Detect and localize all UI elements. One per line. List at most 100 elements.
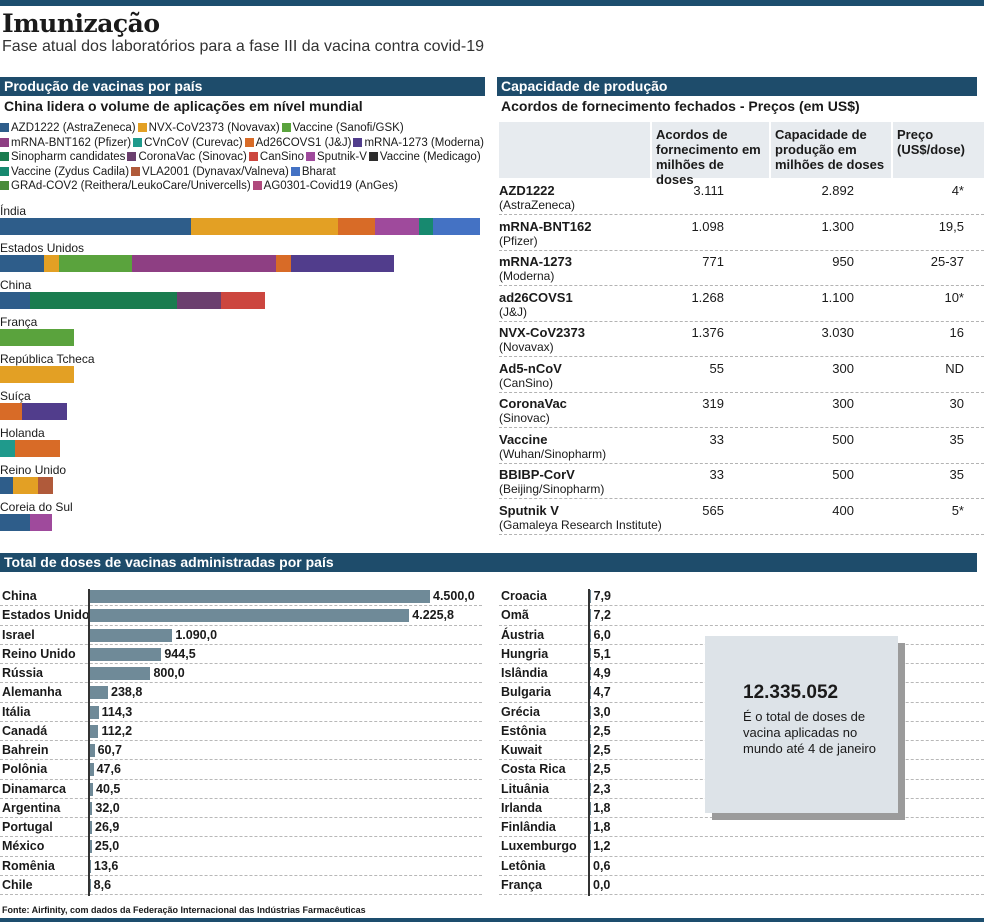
top-rule	[0, 0, 984, 6]
legend-swatch	[0, 166, 9, 176]
dose-bar	[90, 878, 91, 892]
legend-swatch	[0, 181, 9, 190]
dose-value: 47,6	[96, 762, 121, 777]
dose-value: 6,0	[593, 627, 611, 642]
legend-swatch	[252, 181, 262, 190]
legend-label: GRAd-COV2 (Reithera/LeukoCare/Univercell…	[11, 180, 251, 192]
agreements-value: 565	[702, 502, 724, 518]
legend-item: Vaccine (Zydus Cadila)	[0, 166, 129, 178]
dose-country: Dinamarca	[2, 781, 66, 796]
dose-value: 1.090,0	[175, 627, 218, 642]
capacity-value: 300	[832, 396, 854, 411]
capacity-value: 2.892	[821, 183, 854, 198]
country-label: França	[0, 315, 38, 329]
dose-row: Portugal 26,9	[0, 818, 482, 838]
vaccine-name: BBIBP-CorV	[499, 467, 575, 482]
dose-row: Bahrein 60,7	[0, 741, 482, 761]
legend-item: Vaccine (Medicago)	[368, 151, 481, 163]
legend-label: CanSino	[259, 151, 305, 163]
dose-row: Argentina 32,0	[0, 799, 482, 818]
dose-country: Polônia	[2, 762, 48, 777]
agreements-value: 1.098	[691, 218, 724, 234]
legend-label: NVX-CoV2373 (Novavax)	[148, 122, 280, 134]
dose-row: França 0,0	[499, 876, 984, 895]
country-label: Estados Unidos	[0, 241, 85, 255]
dose-row: Finlândia 1,8	[499, 818, 984, 838]
capacity-value: 400	[832, 502, 854, 518]
dose-bar	[90, 628, 173, 642]
right-axis-line	[588, 589, 590, 896]
legend-item: VLA2001 (Dynavax/Valneva)	[131, 166, 289, 178]
bar-segment	[30, 292, 177, 309]
bar-segment	[0, 292, 30, 309]
dose-country: Estônia	[501, 723, 547, 738]
capacity-value: 1.300	[821, 218, 854, 234]
capacity-subtitle: Acordos de fornecimento fechados - Preço…	[501, 98, 860, 114]
page-subtitle: Fase atual dos laboratórios para a fase …	[2, 38, 485, 55]
bar-segment	[0, 255, 44, 272]
dose-value: 5,1	[593, 646, 611, 661]
capacity-value: 3.030	[821, 325, 854, 340]
dose-bar	[590, 609, 591, 623]
price-value: 35	[949, 431, 964, 447]
dose-value: 2,5	[593, 762, 611, 777]
bar-segment	[132, 255, 276, 272]
legend-swatch	[353, 137, 363, 147]
bar-segment	[177, 292, 221, 309]
dose-row: Omã 7,2	[499, 606, 984, 626]
dose-row: Dinamarca 40,5	[0, 780, 482, 799]
dose-country: Estados Unidos	[2, 608, 97, 623]
dose-bar	[90, 840, 92, 854]
capacity-value: 1.100	[821, 289, 854, 305]
bar-segment	[15, 440, 60, 457]
legend-swatch	[133, 137, 143, 147]
bar-segment	[276, 255, 291, 272]
country-label: Suíça	[0, 389, 31, 403]
legend-row: mRNA-BNT162 (Pfizer) CVnCoV (Curevac) Ad26…	[0, 137, 485, 152]
legend-swatch	[306, 152, 316, 161]
table-row: mRNA-1273 (Moderna) 771 950 25-37	[499, 251, 984, 286]
dose-country: Canadá	[2, 723, 48, 738]
bar-segment	[22, 403, 67, 420]
dose-country: Portugal	[2, 820, 53, 834]
doses-header: Total de doses de vacinas administradas …	[0, 553, 977, 572]
dose-value: 4,7	[593, 685, 611, 700]
legend-label: Vaccine (Sanofi/GSK)	[292, 122, 404, 134]
country-label: Índia	[0, 204, 27, 218]
agreements-value: 55	[709, 360, 724, 376]
legend-item: NVX-CoV2373 (Novavax)	[137, 122, 280, 134]
legend-label: Sinopharm candidates	[11, 151, 126, 163]
col-capacity-header: Capacidade de produção em milhões de dos…	[771, 122, 891, 178]
dose-value: 4.500,0	[433, 589, 475, 603]
legend-label: mRNA-1273 (Moderna)	[364, 136, 484, 149]
table-row: ad26COVS1 (J&J) 1.268 1.100 10*	[499, 287, 984, 322]
legend-swatch	[248, 152, 258, 161]
dose-bar	[90, 744, 95, 757]
vaccine-company: (Wuhan/Sinopharm)	[499, 446, 607, 461]
dose-value: 8,6	[93, 877, 112, 892]
bar-segment	[291, 255, 394, 272]
capacity-header: Capacidade de produção	[497, 77, 977, 96]
dose-value: 112,2	[101, 723, 133, 738]
table-row: Ad5-nCoV (CanSino) 55 300 ND	[499, 358, 984, 393]
legend-swatch	[0, 123, 9, 132]
dose-value: 2,5	[593, 743, 611, 757]
legend-item: mRNA-1273 (Moderna)	[353, 137, 484, 149]
dose-value: 7,9	[593, 589, 611, 603]
vaccine-name: Ad5-nCoV	[499, 360, 562, 376]
agreements-value: 1.268	[691, 289, 724, 305]
dose-value: 0,6	[593, 858, 611, 873]
bar-segment	[0, 366, 74, 383]
dose-bar	[90, 821, 93, 834]
dose-country: México	[2, 839, 45, 854]
legend-label: Bharat	[301, 165, 336, 178]
dose-row: Chile 8,6	[0, 876, 482, 895]
legend-swatch	[131, 166, 141, 176]
vaccine-name: mRNA-BNT162	[499, 218, 592, 234]
table-row: BBIBP-CorV (Beijing/Sinopharm) 33 500 35	[499, 464, 984, 499]
bar-segment	[38, 477, 53, 494]
agreements-value: 771	[702, 254, 724, 269]
vaccine-name: NVX-CoV2373	[499, 325, 585, 340]
country-label: Coreia do Sul	[0, 500, 73, 514]
agreements-value: 1.376	[691, 325, 724, 340]
